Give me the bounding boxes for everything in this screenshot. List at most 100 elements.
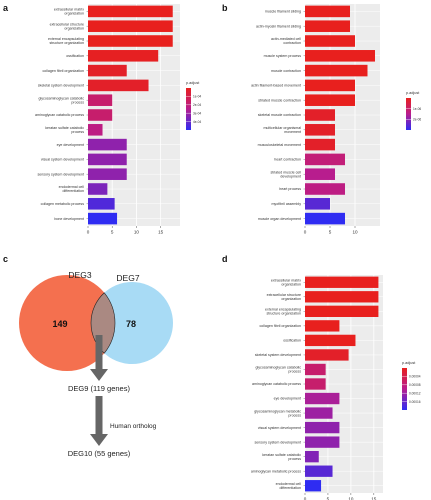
category-label: striated muscle cell development <box>270 170 301 178</box>
category-label: collagen fibril organization <box>259 324 301 328</box>
category-label: striated muscle contraction <box>258 98 301 102</box>
bar <box>305 109 335 121</box>
category-label: glycosaminoglycan catabolic process <box>38 96 84 104</box>
venn-circle-deg3 <box>19 275 115 371</box>
bar <box>305 349 349 361</box>
legend-tick-label: 2e-04 <box>193 103 201 107</box>
category-label: ossification <box>66 54 84 58</box>
legend-tick-label: 0.00008 <box>409 383 421 387</box>
x-tick-label: 15 <box>371 497 377 500</box>
category-label: visual system development <box>41 158 84 162</box>
legend-title: p.adjust <box>186 81 200 85</box>
flow-arrow-head-1 <box>90 369 108 381</box>
bar <box>305 124 335 136</box>
category-label: multicellular organismal movement <box>263 126 301 134</box>
bar <box>88 153 127 166</box>
bar <box>305 305 379 318</box>
x-tick-label: 10 <box>352 230 358 235</box>
legend-tick-label: 0.00012 <box>409 391 421 395</box>
bar <box>88 5 173 18</box>
flow-arrow-shaft-2 <box>95 396 103 436</box>
category-label: eye development <box>57 143 84 147</box>
category-label: heart process <box>279 187 301 191</box>
category-label: eye development <box>274 397 301 401</box>
x-tick-label: 0 <box>304 230 307 235</box>
venn-label-deg3: DEG3 <box>68 270 91 280</box>
bar <box>88 20 173 32</box>
bar <box>305 363 326 376</box>
category-label: extracellular matrix organization <box>54 8 84 16</box>
bar <box>305 138 335 151</box>
category-label: actin-mediated cell contraction <box>271 37 301 45</box>
bar <box>88 79 149 92</box>
legend-tick-label: 1e-04 <box>193 95 201 99</box>
bar <box>88 64 127 77</box>
venn-count-deg3: 149 <box>52 319 67 329</box>
bar <box>305 320 340 332</box>
category-label: myofibril assembly <box>271 202 301 206</box>
x-tick-label: 5 <box>327 497 330 500</box>
bar <box>305 168 335 180</box>
venn-panel: DEG3 DEG7 149 78 DEG9 (119 genes) Human … <box>19 270 173 458</box>
x-tick-label: 10 <box>348 497 354 500</box>
bar-chart-b: 0 5 10 muscle filament sliding actin-myosin … <box>251 4 421 235</box>
flow-deg10: DEG10 (55 genes) <box>68 449 131 458</box>
category-label: glycosaminoglycan catabolic process <box>255 366 301 374</box>
category-label: skeletal system development <box>38 84 84 88</box>
flow-arrow-head-2 <box>90 434 108 446</box>
bar <box>305 291 379 303</box>
bar <box>305 198 330 210</box>
bar <box>305 64 368 77</box>
category-label: glycosaminoglycan metabolic process <box>254 409 301 417</box>
panel-letter-d: d <box>222 254 228 264</box>
category-label: aminoglycan metabolic process <box>251 469 301 473</box>
bar <box>305 94 355 106</box>
x-tick-label: 15 <box>158 230 164 235</box>
bar <box>88 124 103 136</box>
bar <box>305 421 340 434</box>
bar <box>305 50 375 62</box>
category-label: actin filament-based movement <box>251 84 301 88</box>
category-label: external encapsulating structure organiza… <box>48 37 84 45</box>
category-label: keratan sulfate catabolic process <box>45 126 84 134</box>
legend-tick-label: 0.00016 <box>409 400 421 404</box>
x-tick-label: 5 <box>111 230 114 235</box>
category-label: extracellular matrix organization <box>271 278 301 286</box>
x-tick-label: 10 <box>134 230 140 235</box>
bar <box>88 35 173 47</box>
legend-tick-label: 0.00004 <box>409 375 421 379</box>
legend-title: p.adjust <box>406 91 420 95</box>
panel-letter-a: a <box>3 3 9 13</box>
bar <box>305 334 356 347</box>
flow-arrow-shaft-1 <box>95 335 103 371</box>
legend-tick-label: 2e-06 <box>413 118 421 122</box>
bar <box>305 153 345 166</box>
bar <box>88 198 115 210</box>
bar-chart-a: 0 5 10 15 extracellular matrix organization ex… <box>35 4 201 235</box>
category-label: bone development <box>54 217 84 221</box>
venn-count-deg7: 78 <box>126 319 136 329</box>
legend-colorbar <box>186 88 191 130</box>
category-label: sensory system development <box>37 172 84 176</box>
category-label: visual system development <box>258 426 301 430</box>
category-label: collagen fibril organization <box>42 69 84 73</box>
category-label: skeletal muscle contraction <box>258 113 301 117</box>
bar <box>305 20 350 32</box>
venn-label-deg7: DEG7 <box>116 273 139 283</box>
bar <box>305 392 340 405</box>
bar <box>305 35 355 47</box>
bar <box>305 436 340 448</box>
category-label: collagen metabolic process <box>41 202 85 206</box>
category-label: muscle contraction <box>271 69 301 73</box>
category-label: musculoskeletal movement <box>258 143 301 147</box>
panel-letter-c: c <box>3 254 8 264</box>
category-label: actin-myosin filament sliding <box>256 24 301 28</box>
bar <box>305 407 333 419</box>
category-label: endodermal cell differentiation <box>276 482 302 490</box>
category-label: ossification <box>283 339 301 343</box>
category-label: keratan sulfate catabolic process <box>262 453 301 461</box>
bar <box>305 183 345 195</box>
bar <box>88 168 127 180</box>
bar <box>305 450 319 463</box>
